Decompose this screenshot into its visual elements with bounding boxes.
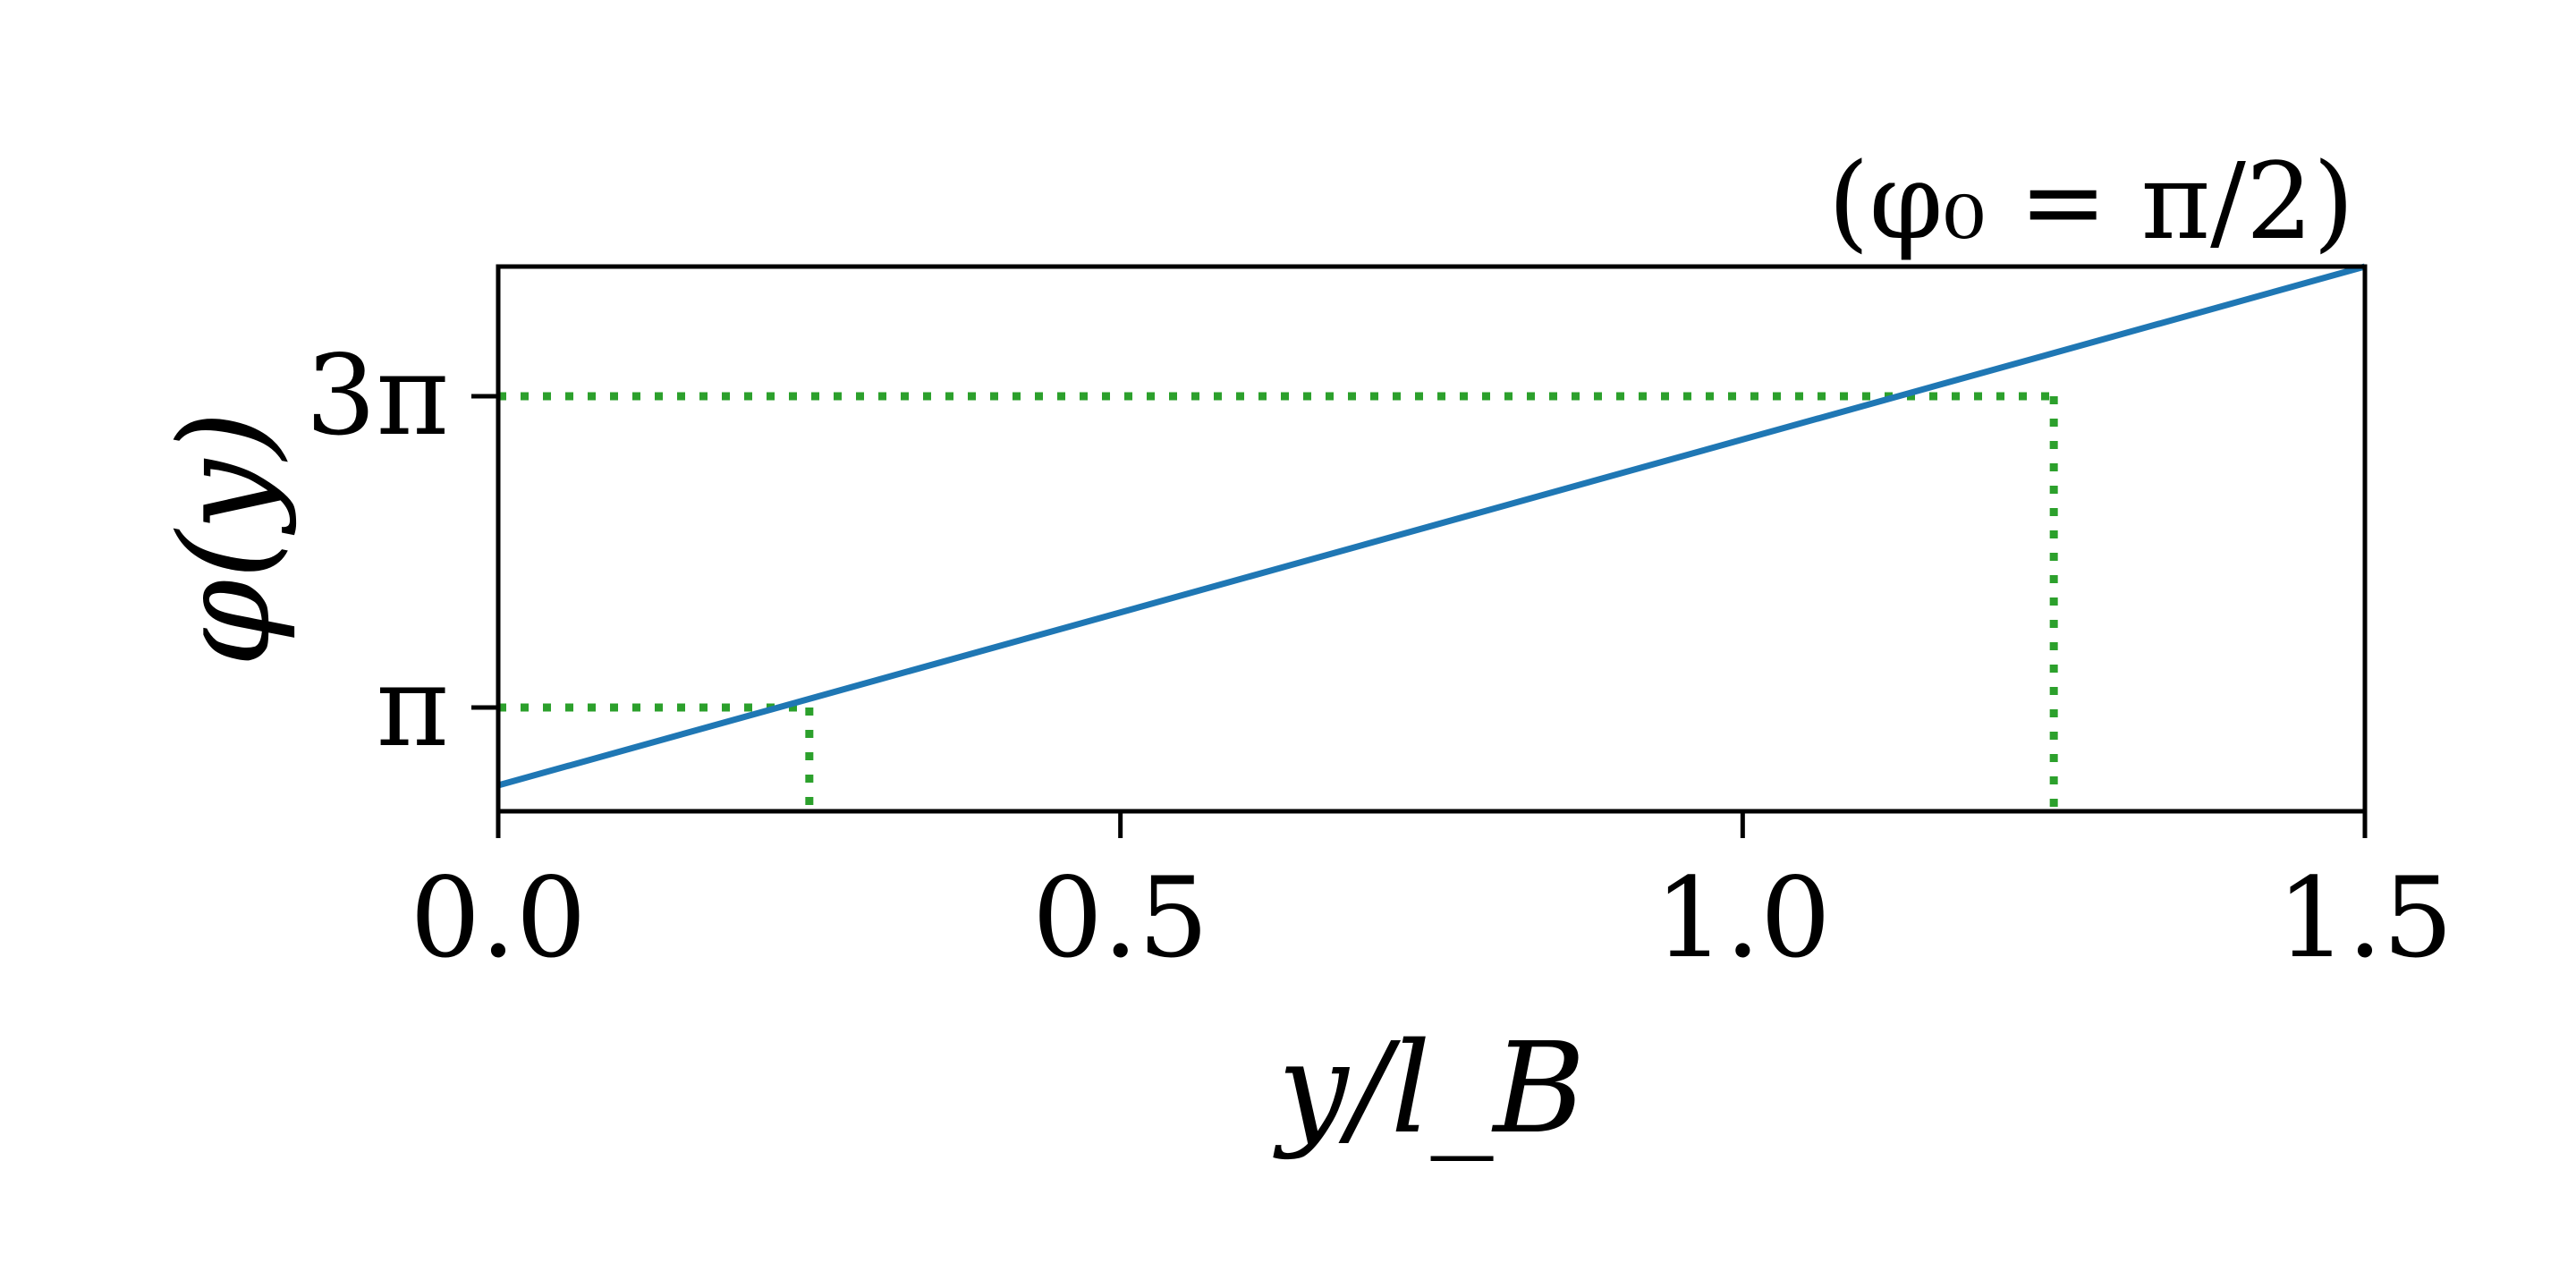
- x-tick-label-0: 0.0: [410, 854, 586, 983]
- x-axis-label: y/l_B: [1273, 1016, 1586, 1162]
- parameter-annotation: (φ₀ = π/2): [1828, 140, 2354, 263]
- x-tick-label-1: 0.5: [1032, 854, 1208, 983]
- plot-area: [497, 263, 2366, 811]
- plot-frame: [496, 264, 2368, 814]
- series-line-0: [497, 263, 2366, 789]
- x-tick-label-3: 1.5: [2276, 854, 2453, 983]
- x-tick-label-2: 1.0: [1655, 854, 1831, 983]
- y-tick-label-1: 3π: [306, 332, 449, 461]
- y-tick-label-0: π: [377, 643, 450, 772]
- y-axis-label: φ(y): [153, 411, 299, 666]
- axes: 0.0 0.5 1.0 1.5 π 3π: [306, 264, 2453, 983]
- labels: (φ₀ = π/2) y/l_B φ(y): [153, 140, 2354, 1162]
